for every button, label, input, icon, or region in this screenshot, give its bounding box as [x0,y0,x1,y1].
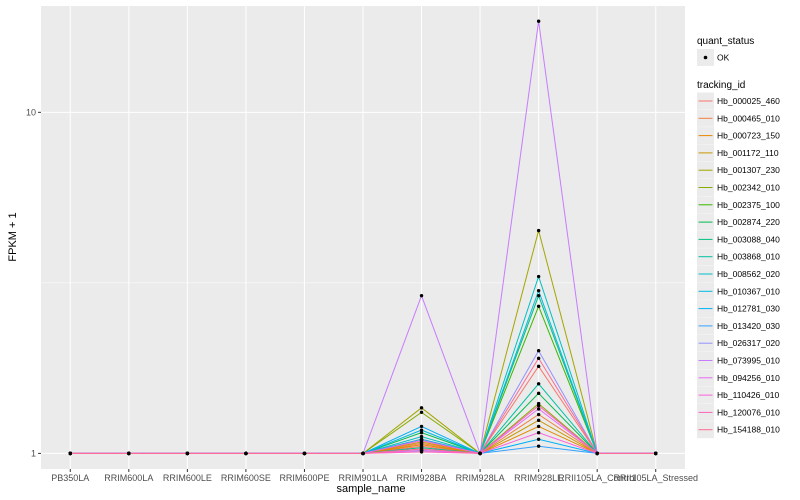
x-tick-label: RRIM600PE [279,473,329,483]
data-point [654,451,658,456]
legend-label-tracking-id: Hb_003868_010 [717,252,780,262]
data-point [536,424,541,429]
data-point [536,293,541,298]
data-point [536,418,541,423]
legend-label-tracking-id: Hb_002342_010 [717,183,780,193]
y-axis-ticks: 1 10 [26,107,41,458]
data-point [419,410,424,414]
legend-label-tracking-id: Hb_094256_010 [717,373,780,383]
data-point [536,19,541,23]
data-point [419,443,424,447]
y-tick-label: 1 [31,448,36,458]
data-point [419,450,424,454]
data-point [536,430,541,435]
data-point [419,406,424,410]
x-tick-label: RRIM600LA [104,473,153,483]
legend-label-tracking-id: Hb_154188_010 [717,425,780,435]
legend-label-tracking-id: Hb_120076_010 [717,407,780,417]
legend-title-quant-status: quant_status [697,36,754,47]
data-point [536,382,541,386]
x-tick-label: RRIM600SE [221,473,271,483]
legend-label-tracking-id: Hb_003088_040 [717,234,780,244]
data-point [419,430,424,435]
data-point [536,304,541,308]
x-tick-label: RRIM600LE [163,473,212,483]
data-point [419,434,424,439]
legend-label-tracking-id: Hb_000025_460 [717,96,780,106]
legend: quant_status OK tracking_id Hb_000025_46… [697,36,780,439]
data-point [419,293,424,298]
data-point [536,274,541,279]
data-point [536,349,541,353]
x-tick-label: RRIM928LA [456,473,505,483]
data-point [536,444,541,448]
x-tick-label: RRIM928BA [397,473,447,483]
y-axis-title: FPKM + 1 [7,212,19,261]
legend-tracking-id-entries: Hb_000025_460 Hb_000465_010 Hb_000723_150 H… [697,92,780,439]
data-point [536,437,541,441]
legend-label-tracking-id: Hb_001172_110 [717,148,779,158]
major-gridlines [41,6,685,469]
legend-label-tracking-id: Hb_013420_030 [717,321,780,331]
data-point [536,403,541,408]
data-point [68,451,72,456]
data-point [419,428,424,432]
legend-label-tracking-id: Hb_000723_150 [717,131,780,141]
legend-title-tracking-id: tracking_id [697,80,745,91]
x-tick-label: RRII105LA_Stressed [613,473,698,483]
data-point [536,288,541,293]
series-points [68,19,658,456]
data-point [127,451,131,456]
legend-label-tracking-id: Hb_002874_220 [717,217,780,227]
legend-label-tracking-id: Hb_110426_010 [717,390,780,400]
data-point [536,391,541,396]
legend-label-tracking-id: Hb_008562_020 [717,269,780,279]
legend-label-tracking-id: Hb_010367_010 [717,286,780,296]
legend-quant-status-entries: OK [697,49,730,66]
x-tick-label: RRIM928LE [514,473,563,483]
legend-label-tracking-id: Hb_000465_010 [717,113,780,123]
data-point [244,451,248,456]
data-point [536,228,541,233]
data-point [478,451,482,456]
data-point [419,438,424,443]
legend-label-tracking-id: Hb_012781_030 [717,304,780,314]
data-point [595,451,599,456]
legend-key-point [703,55,708,60]
legend-label-tracking-id: Hb_001307_230 [717,165,780,175]
data-point [536,412,541,417]
data-point [536,364,541,369]
legend-label-quant-status: OK [717,53,730,63]
x-tick-label: RRII105LA_Control [558,473,636,483]
legend-label-tracking-id: Hb_002375_100 [717,200,780,210]
x-tick-label: RRIM901LA [338,473,387,483]
data-point [536,407,541,411]
x-tick-label: PB350LA [51,473,89,483]
y-tick-label: 10 [26,107,36,117]
data-point [361,451,365,456]
data-point [419,447,424,451]
x-axis-title: sample_name [336,483,405,495]
legend-label-tracking-id: Hb_026317_020 [717,338,780,348]
data-point [419,424,424,429]
legend-label-tracking-id: Hb_073995_010 [717,356,780,366]
data-point [536,356,541,361]
data-point [185,451,190,456]
x-axis-ticks: PB350LA RRIM600LA RRIM600LE RRIM600SE RRIM60… [51,469,698,483]
data-point [302,451,307,456]
